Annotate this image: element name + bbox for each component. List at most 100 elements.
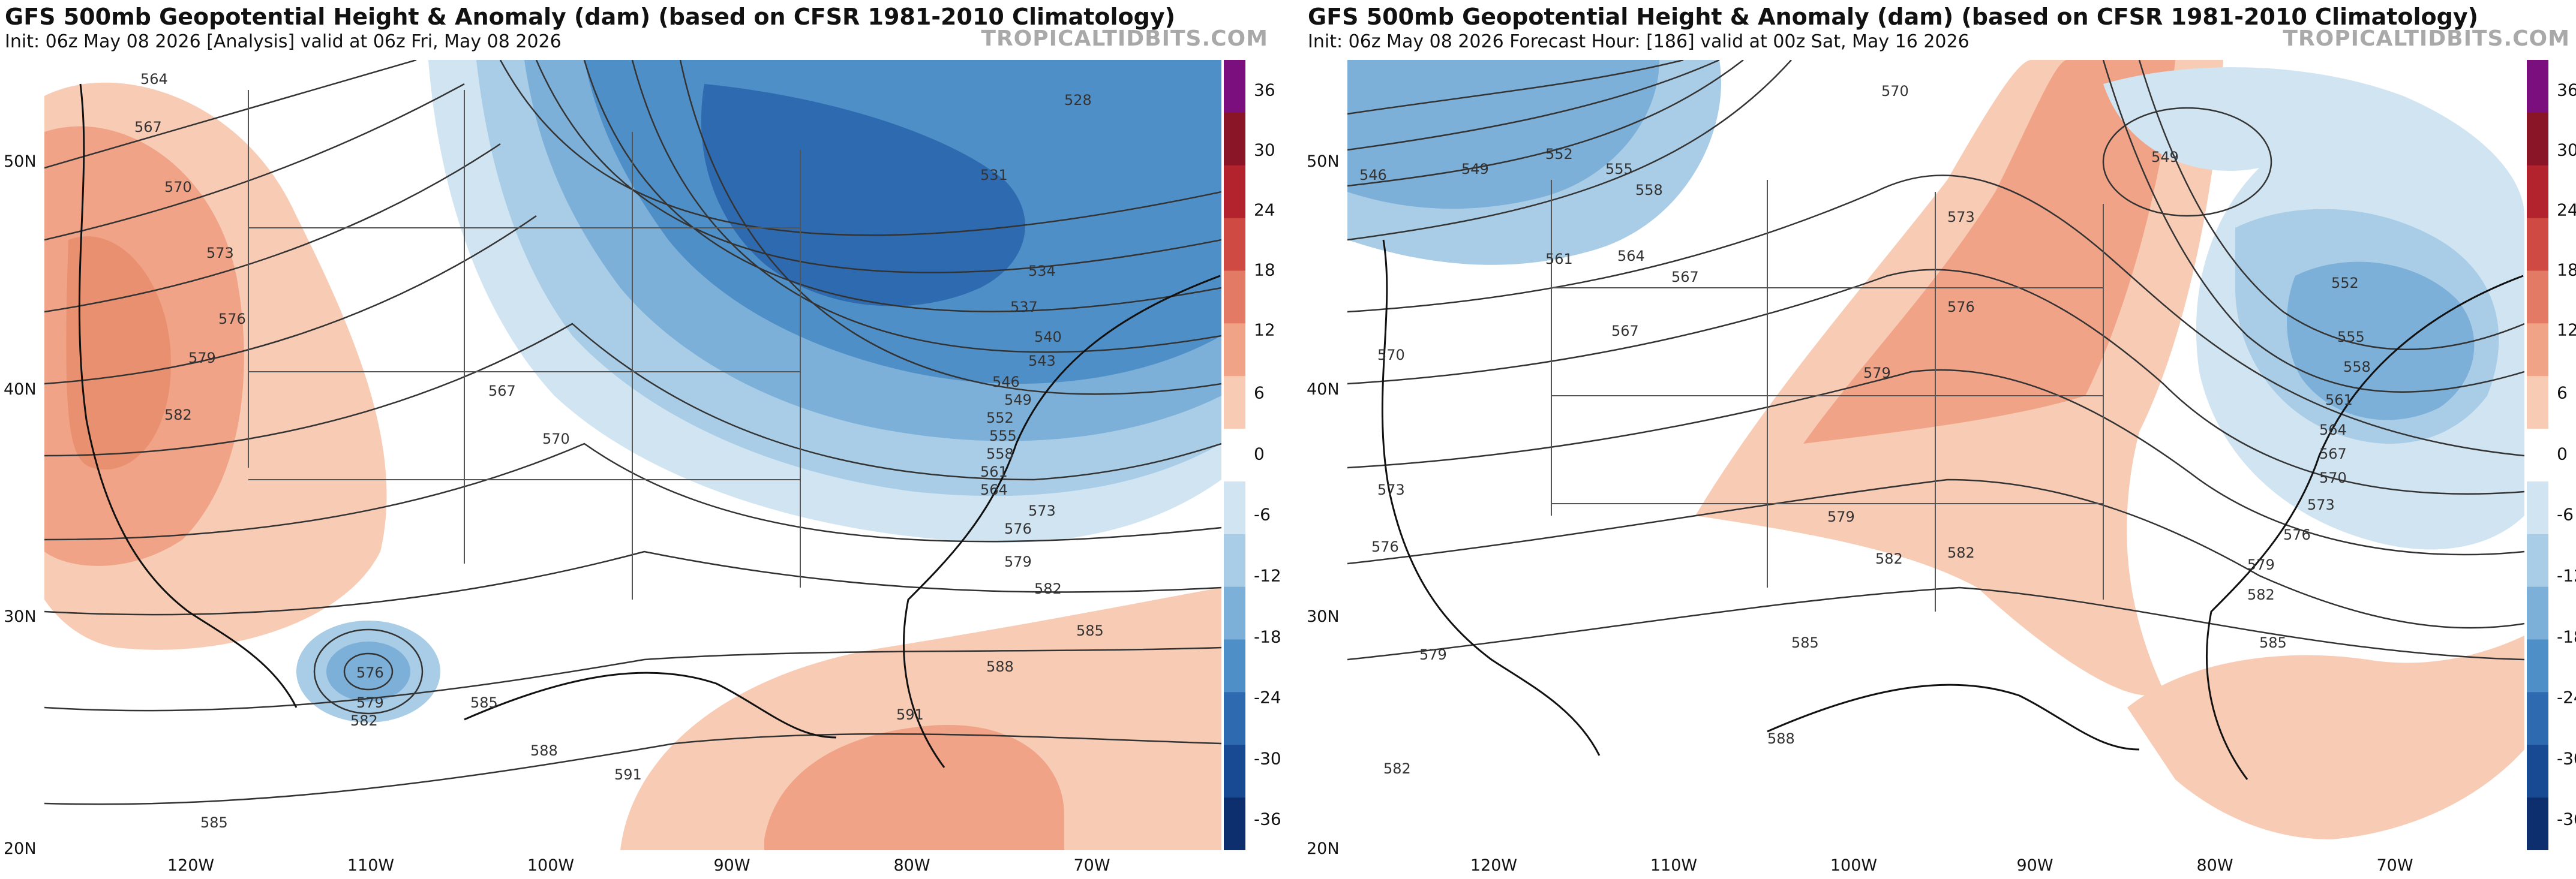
contour-label: 546 [1359, 167, 1387, 183]
longitude-label: 120W [167, 856, 215, 875]
latitude-label: 40N [4, 380, 37, 399]
contour-label: 546 [992, 374, 1020, 390]
colorbar-segment [2527, 639, 2548, 693]
colorbar-segment [1224, 429, 1245, 482]
colorbar-segment [2527, 60, 2548, 113]
colorbar-label: 36 [2557, 80, 2576, 100]
colorbar-segment [2527, 218, 2548, 271]
contour-label: 570 [542, 431, 570, 447]
colorbar-segment [1224, 376, 1245, 429]
colorbar-segment [1224, 797, 1245, 851]
colorbar-label: 24 [2557, 200, 2576, 220]
contour-label: 579 [2247, 556, 2275, 573]
contour-label: 579 [1827, 508, 1855, 525]
contour-label: 585 [2259, 634, 2287, 651]
contour-label: 564 [140, 71, 168, 88]
latitude-label: 20N [4, 839, 37, 858]
contour-label: 585 [1791, 634, 1819, 651]
colorbar-label: 30 [1254, 140, 1275, 160]
colorbar-segment [1224, 586, 1245, 640]
contour-label: 591 [614, 766, 642, 783]
contour-label: 549 [2151, 149, 2179, 165]
contour-label: 576 [1371, 538, 1399, 555]
colorbar-segment [2527, 797, 2548, 851]
credit-watermark: TROPICALTIDBITS.COM [981, 26, 1268, 51]
contour-label: 579 [1004, 553, 1032, 570]
contour-label: 582 [350, 712, 378, 729]
contour-label: 540 [1034, 329, 1062, 345]
contour-label: 552 [1545, 146, 1573, 162]
contour-label: 573 [1377, 481, 1405, 498]
colorbar-label: 12 [1254, 320, 1275, 340]
colorbar-segment [1224, 534, 1245, 588]
colorbar-label: 6 [2557, 383, 2568, 403]
contour-label: 582 [2247, 586, 2275, 603]
colorbar-segment [2527, 270, 2548, 324]
contour-label: 579 [356, 694, 384, 711]
longitude-label: 70W [1073, 856, 1110, 875]
colorbar-label: 6 [1254, 383, 1265, 403]
contour-label: 561 [2325, 392, 2353, 408]
anomaly-map: 546 549 552 555 558 561 564 567 570 573 … [1347, 60, 2524, 850]
contour-label: 552 [2331, 275, 2359, 291]
colorbar-segment [1224, 323, 1245, 377]
colorbar-segment [2527, 376, 2548, 429]
contour-label: 567 [488, 383, 516, 399]
contour-label: 579 [188, 350, 216, 366]
colorbar-segment [1224, 60, 1245, 113]
longitude-label: 80W [893, 856, 930, 875]
colorbar-segment [1224, 692, 1245, 745]
longitude-label: 100W [527, 856, 575, 875]
contour-label: 573 [2307, 496, 2335, 513]
latitude-label: 40N [1307, 380, 1340, 399]
contour-label: 537 [1010, 299, 1038, 315]
panel-subtitle: Init: 06z May 08 2026 [Analysis] valid a… [5, 31, 562, 52]
contour-label: 567 [1671, 269, 1699, 285]
anomaly-positive-gulf-core [764, 725, 1064, 850]
contour-label: 573 [1947, 209, 1975, 225]
colorbar-label: -30 [2557, 748, 2576, 769]
contour-label: 588 [1767, 730, 1795, 747]
longitude-label: 120W [1470, 856, 1518, 875]
colorbar-label: 30 [2557, 140, 2576, 160]
contour-label: 555 [1605, 161, 1633, 177]
contour-label: 567 [2319, 445, 2347, 462]
contour-label: 576 [218, 311, 246, 327]
colorbar-label: -12 [1254, 565, 1281, 586]
forecast-panel: GFS 500mb Geopotential Height & Anomaly … [1303, 0, 2576, 879]
colorbar-label: -12 [2557, 565, 2576, 586]
colorbar-segment [1224, 639, 1245, 693]
colorbar-segment [2527, 165, 2548, 219]
contour-label: 567 [134, 119, 162, 136]
contour-label: 582 [1034, 580, 1062, 597]
colorbar-segment [1224, 165, 1245, 219]
latitude-label: 50N [1307, 152, 1340, 171]
contour-label: 570 [1881, 83, 1909, 100]
height-contours [1347, 60, 2524, 661]
anomaly-positive-gulf [620, 588, 1221, 850]
latitude-label: 30N [1307, 607, 1340, 626]
contour-label: 576 [356, 664, 384, 681]
latitude-label: 30N [4, 607, 37, 626]
colorbar-segment [2527, 586, 2548, 640]
analysis-panel: GFS 500mb Geopotential Height & Anomaly … [0, 0, 1281, 879]
longitude-label: 110W [1650, 856, 1698, 875]
contour-label: 558 [986, 445, 1014, 462]
panel-title: GFS 500mb Geopotential Height & Anomaly … [5, 4, 1175, 30]
anomaly-colorbar [2527, 60, 2548, 851]
contour-label: 528 [1064, 92, 1092, 109]
contour-label: 543 [1028, 353, 1056, 369]
colorbar-label: -36 [1254, 809, 1281, 829]
contour-label: 555 [2337, 329, 2365, 345]
longitude-label: 90W [713, 856, 750, 875]
contour-label: 582 [1875, 550, 1903, 567]
contour-label: 576 [1004, 520, 1032, 537]
colorbar-label: 36 [1254, 80, 1275, 100]
colorbar-segment [1224, 481, 1245, 535]
state-borders [1551, 180, 2104, 612]
longitude-label: 110W [347, 856, 395, 875]
colorbar-segment [1224, 270, 1245, 324]
colorbar-label: -24 [2557, 687, 2576, 708]
contour-label: 558 [2343, 359, 2371, 375]
contour-label: 585 [470, 694, 498, 711]
